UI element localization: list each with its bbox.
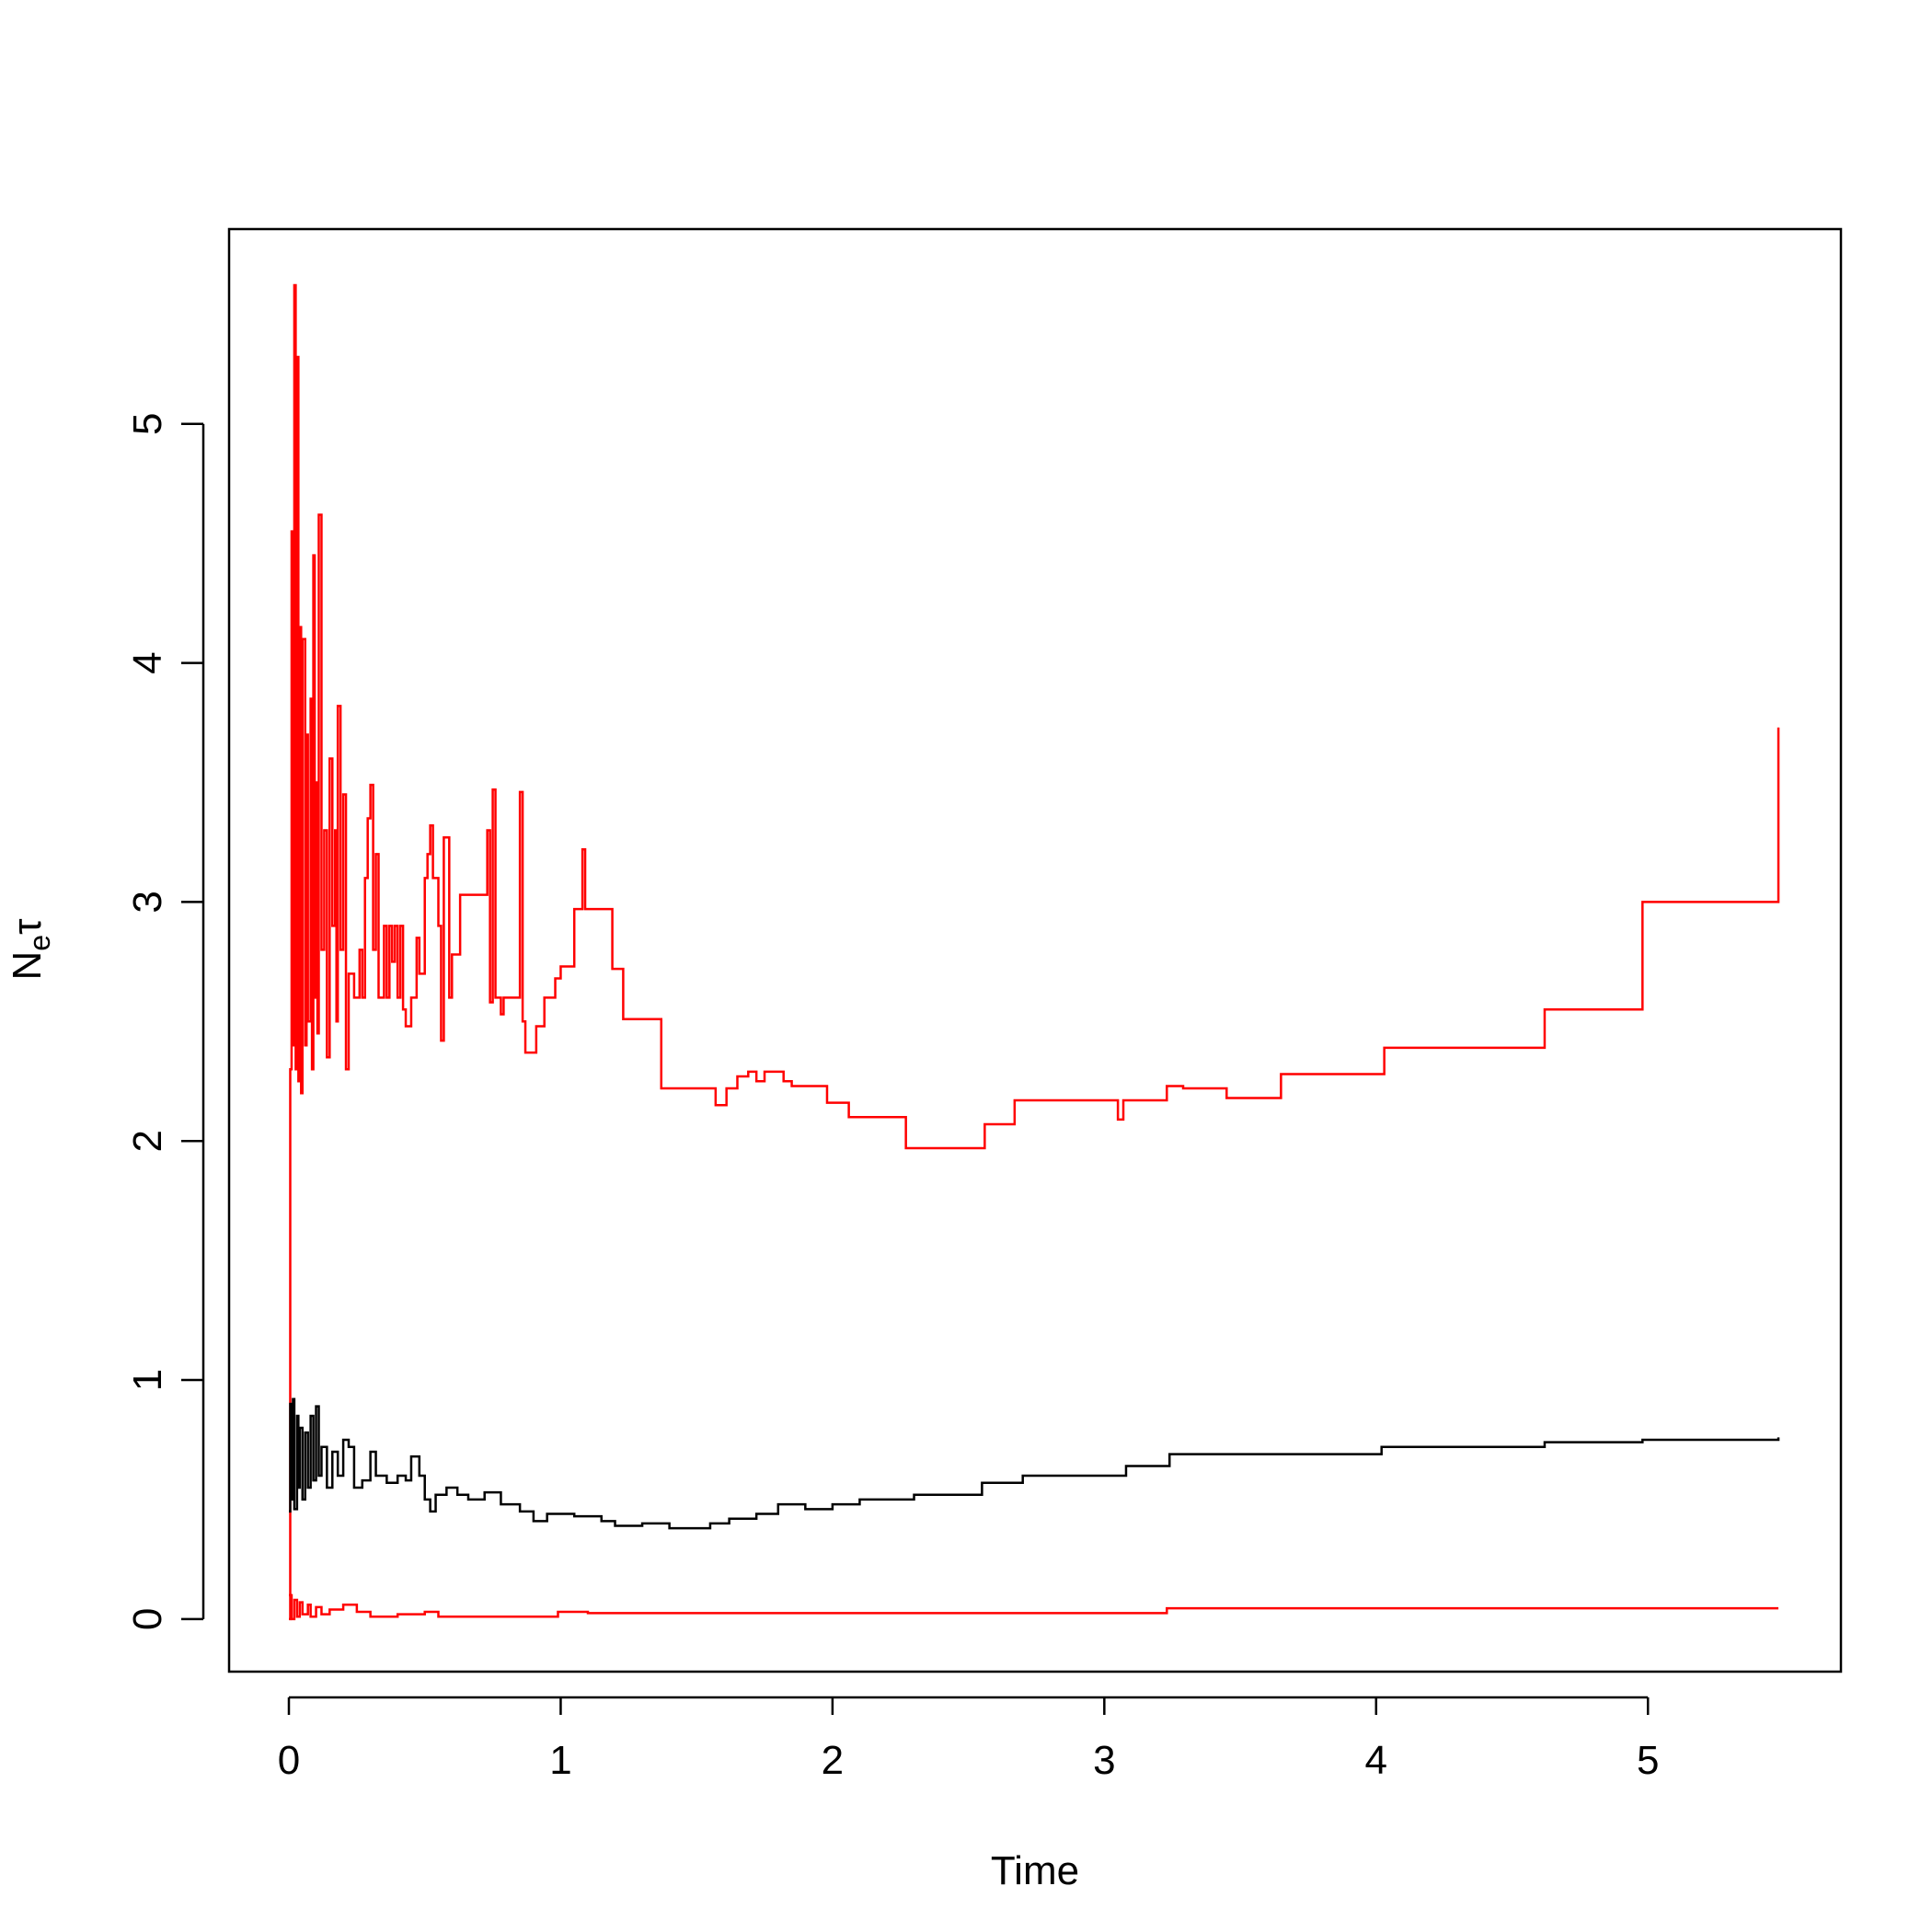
y-label-sub: e: [23, 935, 56, 951]
x-tick-label: 0: [278, 1738, 300, 1783]
y-tick-label: 1: [125, 1369, 170, 1391]
plot-frame: [227, 227, 1843, 1673]
x-tick-label: 5: [1637, 1738, 1659, 1783]
y-tick-label: 3: [125, 891, 170, 913]
x-tick-label: 4: [1365, 1738, 1387, 1783]
x-tick-label: 2: [822, 1738, 844, 1783]
y-label-symbol: τ: [5, 918, 50, 935]
y-tick-label: 4: [125, 651, 170, 673]
y-tick-label: 2: [125, 1130, 170, 1152]
step-line: [288, 1397, 1780, 1530]
y-label-main: N: [5, 951, 50, 981]
y-axis-label: Neτ: [5, 918, 56, 981]
y-tick-label: 5: [125, 413, 170, 435]
step-line: [288, 1593, 1779, 1621]
step-line: [288, 283, 1780, 1621]
x-tick-label: 1: [549, 1738, 571, 1783]
x-axis-label: Time: [991, 1848, 1079, 1893]
x-tick-label: 3: [1093, 1738, 1115, 1783]
y-tick-label: 0: [125, 1608, 170, 1630]
